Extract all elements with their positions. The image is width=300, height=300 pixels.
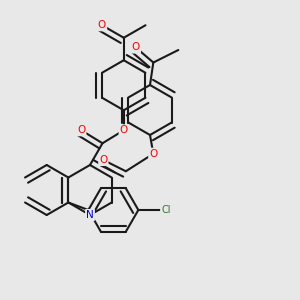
Text: O: O (120, 125, 128, 135)
Text: O: O (132, 43, 140, 52)
Text: O: O (77, 125, 86, 135)
Text: O: O (98, 20, 106, 30)
Text: O: O (99, 155, 107, 165)
Text: N: N (86, 210, 94, 220)
Text: O: O (149, 149, 158, 159)
Text: Cl: Cl (161, 205, 171, 215)
